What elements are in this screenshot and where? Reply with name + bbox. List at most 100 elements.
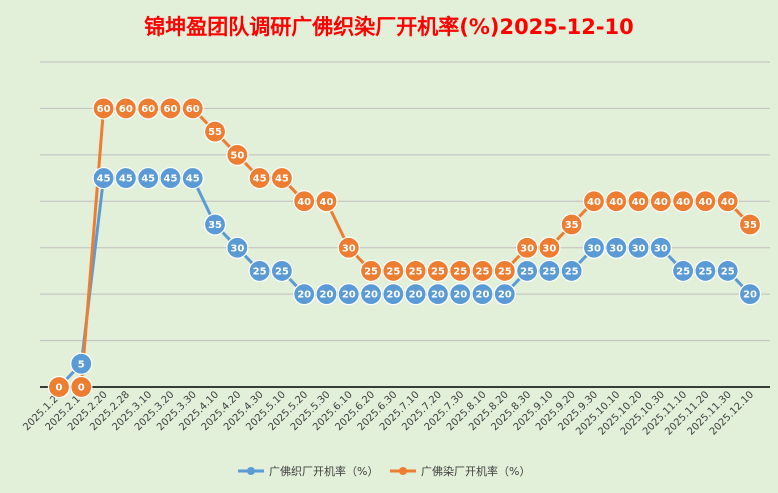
data-marker <box>493 283 516 306</box>
data-point-series-2: 30 <box>515 236 539 259</box>
data-marker <box>248 166 271 190</box>
data-label: 40 <box>587 197 601 208</box>
data-point-series-2: 50 <box>226 143 249 166</box>
data-label: 20 <box>342 290 356 301</box>
data-point-series-1: 45 <box>159 166 182 190</box>
data-marker <box>515 236 539 259</box>
data-marker <box>694 259 717 283</box>
data-label: 20 <box>320 290 334 301</box>
chart-title: 锦坤盈团队调研广佛织染厂开机率(%)2025-12-10 <box>144 15 634 39</box>
data-marker <box>203 213 227 236</box>
data-marker <box>359 283 383 306</box>
data-point-series-2: 40 <box>649 190 672 213</box>
data-point-series-2: 60 <box>159 97 182 120</box>
data-marker <box>426 259 450 283</box>
data-marker <box>471 259 494 283</box>
data-marker <box>114 166 137 190</box>
data-point-series-2: 40 <box>694 190 717 213</box>
data-label: 60 <box>163 104 177 115</box>
data-point-series-2: 40 <box>716 190 739 213</box>
data-label: 40 <box>721 197 735 208</box>
data-point-series-1: 30 <box>649 236 672 259</box>
data-point-series-1: 25 <box>515 259 539 283</box>
data-label: 30 <box>609 243 623 254</box>
data-marker <box>226 143 249 166</box>
legend: 广佛织厂开机率（%） 广佛染厂开机率（%） <box>238 464 530 478</box>
data-label: 45 <box>275 174 289 185</box>
data-label: 45 <box>97 174 111 185</box>
data-point-series-2: 40 <box>672 190 695 213</box>
data-label: 0 <box>78 383 85 394</box>
data-marker <box>449 259 472 283</box>
data-point-series-1: 20 <box>337 283 360 306</box>
data-marker <box>137 97 160 120</box>
data-label: 20 <box>386 290 400 301</box>
data-label: 40 <box>632 197 646 208</box>
data-marker <box>426 283 450 306</box>
data-marker <box>270 259 294 283</box>
legend-label: 广佛织厂开机率（%） <box>269 464 378 478</box>
data-label: 20 <box>431 290 445 301</box>
data-marker <box>605 236 628 259</box>
data-marker <box>70 352 93 375</box>
data-marker <box>672 190 695 213</box>
data-label: 25 <box>275 267 289 278</box>
data-label: 25 <box>431 267 445 278</box>
data-point-series-2: 55 <box>203 120 227 143</box>
data-label: 25 <box>565 267 579 278</box>
data-label: 0 <box>56 383 63 394</box>
legend-marker <box>399 467 407 475</box>
data-point-series-1: 25 <box>716 259 739 283</box>
legend-label: 广佛染厂开机率（%） <box>421 464 530 478</box>
data-point-series-1: 25 <box>270 259 294 283</box>
data-label: 25 <box>676 267 690 278</box>
legend-entry-2: 广佛染厂开机率（%） <box>390 464 530 478</box>
data-label: 25 <box>453 267 467 278</box>
data-marker <box>270 166 294 190</box>
data-marker <box>627 236 650 259</box>
data-marker <box>493 259 516 283</box>
data-point-series-1: 20 <box>493 283 516 306</box>
data-point-series-2: 0 <box>47 375 71 399</box>
x-tick-labels: 2025.1.202025.2.102025.2.202025.2.282025… <box>21 389 756 437</box>
data-label: 25 <box>721 267 735 278</box>
data-label: 35 <box>565 220 579 231</box>
data-point-series-2: 40 <box>627 190 650 213</box>
data-point-series-2: 30 <box>538 236 561 259</box>
data-marker <box>70 375 93 399</box>
data-label: 20 <box>743 290 757 301</box>
data-point-series-1: 25 <box>672 259 695 283</box>
data-marker <box>382 259 405 283</box>
data-label: 60 <box>119 104 133 115</box>
data-point-series-1: 20 <box>471 283 494 306</box>
data-marker <box>159 166 182 190</box>
data-label: 30 <box>342 243 356 254</box>
data-point-series-2: 25 <box>449 259 472 283</box>
data-point-series-1: 5 <box>70 352 93 375</box>
data-marker <box>315 283 338 306</box>
data-label: 45 <box>163 174 177 185</box>
data-point-series-1: 45 <box>181 166 204 190</box>
data-label: 25 <box>386 267 400 278</box>
data-point-series-2: 60 <box>114 97 137 120</box>
data-marker <box>159 97 182 120</box>
data-label: 20 <box>476 290 490 301</box>
data-label: 40 <box>676 197 690 208</box>
data-marker <box>114 97 137 120</box>
data-marker <box>315 190 338 213</box>
data-label: 20 <box>498 290 512 301</box>
data-point-series-1: 20 <box>293 283 316 306</box>
data-marker <box>627 190 650 213</box>
data-label: 30 <box>542 243 556 254</box>
data-marker <box>471 283 494 306</box>
data-point-series-2: 35 <box>560 213 583 236</box>
data-marker <box>649 236 672 259</box>
data-marker <box>560 213 583 236</box>
data-marker <box>226 236 249 259</box>
data-label: 20 <box>453 290 467 301</box>
data-marker <box>137 166 160 190</box>
data-marker <box>382 283 405 306</box>
data-marker <box>716 190 739 213</box>
data-marker <box>92 166 115 190</box>
data-label: 25 <box>364 267 378 278</box>
